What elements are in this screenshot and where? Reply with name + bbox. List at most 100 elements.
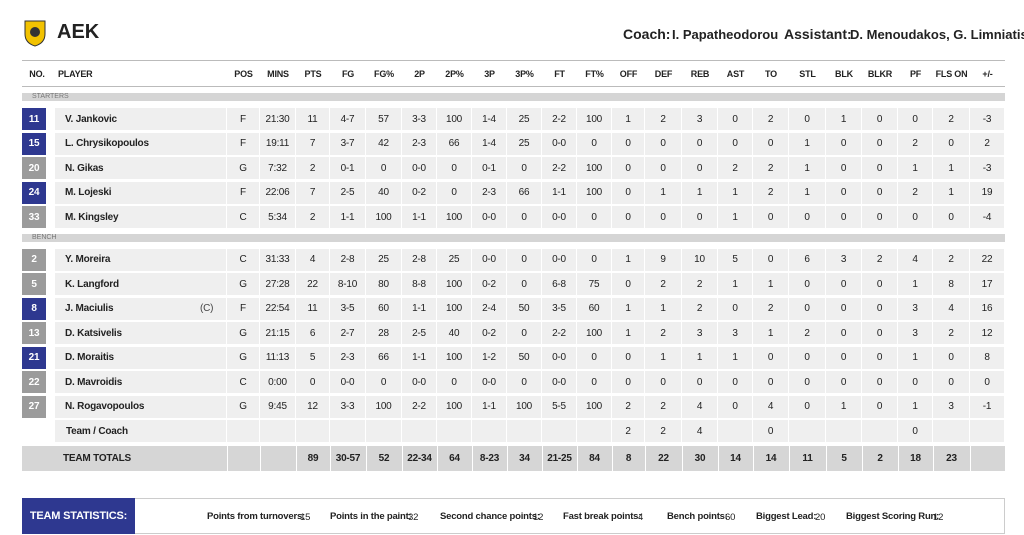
column-header: PF xyxy=(909,69,922,79)
stat-cell: 0 xyxy=(645,371,681,393)
stat-cell: 0 xyxy=(898,371,932,393)
stat-cell: 8-10 xyxy=(330,273,365,295)
stat-cell: 100 xyxy=(366,395,401,418)
stat-cell: 0 xyxy=(898,420,932,442)
totals-sep xyxy=(718,446,719,471)
stat-cell: 0 xyxy=(507,371,541,393)
stat-cell xyxy=(507,420,541,442)
stat-cell: 2 xyxy=(933,322,969,344)
stat-cell: 0 xyxy=(826,322,861,344)
totals-sep xyxy=(330,446,331,471)
totals-cell: 34 xyxy=(519,453,530,464)
stat-cell: 0-2 xyxy=(402,181,436,204)
stat-cell: 3-3 xyxy=(330,395,365,418)
stat-cell: 2 xyxy=(753,157,788,179)
stat-cell: 12 xyxy=(296,395,329,418)
stat-cell: 6 xyxy=(296,322,329,344)
stat-cell: 3-5 xyxy=(542,297,576,320)
stat-cell: 25 xyxy=(437,248,471,271)
number-badge: 33 xyxy=(22,206,46,228)
stat-cell: 2 xyxy=(753,297,788,320)
stat-cell: 0 xyxy=(789,395,825,418)
stat-cell xyxy=(296,420,329,442)
stat-cell: 0-1 xyxy=(330,157,365,179)
stat-cell: 22 xyxy=(296,273,329,295)
stat-cell: 0 xyxy=(645,132,681,155)
stat-cell: 0 xyxy=(862,132,897,155)
player-cell xyxy=(55,322,226,344)
column-header: FT% xyxy=(585,69,604,79)
stat-cell: 0 xyxy=(862,273,897,295)
stat-cell: 100 xyxy=(507,395,541,418)
team-stat-value: 12 xyxy=(933,511,944,523)
stat-cell: 1-1 xyxy=(402,206,436,228)
stat-cell: 80 xyxy=(366,273,401,295)
totals-sep xyxy=(826,446,827,471)
totals-cell: 30-57 xyxy=(335,453,361,464)
stat-cell: 3 xyxy=(933,395,969,418)
player-name: K. Langford xyxy=(65,278,119,290)
stat-cell: 0 xyxy=(577,132,611,155)
stat-cell: 0 xyxy=(753,371,788,393)
stat-cell: 100 xyxy=(577,157,611,179)
stat-cell: 4 xyxy=(898,248,932,271)
stat-cell: 0 xyxy=(437,157,471,179)
stat-cell: 0-0 xyxy=(402,157,436,179)
stat-cell: 0 xyxy=(437,181,471,204)
stat-cell: 0 xyxy=(645,157,681,179)
stat-cell: 8-8 xyxy=(402,273,436,295)
totals-cell: 8 xyxy=(625,453,632,464)
stat-cell: 100 xyxy=(437,346,471,369)
totals-sep xyxy=(366,446,367,471)
stat-cell: 1 xyxy=(682,181,717,204)
stat-cell: 7:32 xyxy=(260,157,295,179)
player-name: L. Chrysikopoulos xyxy=(65,138,149,149)
column-header: FG% xyxy=(374,69,394,79)
stat-cell: 1 xyxy=(612,248,644,271)
stat-cell: 1 xyxy=(645,346,681,369)
stat-cell: 0 xyxy=(718,108,752,130)
stat-cell: 0 xyxy=(862,181,897,204)
stat-cell: 2 xyxy=(645,420,681,442)
totals-cell: 22-34 xyxy=(407,453,432,464)
stat-cell xyxy=(970,420,1004,442)
stat-cell: 3 xyxy=(898,322,932,344)
totals-sep xyxy=(970,446,971,471)
stat-cell: 0 xyxy=(862,157,897,179)
stat-cell: 0 xyxy=(507,248,541,271)
stat-cell: 3-5 xyxy=(330,297,365,320)
stat-cell: 0 xyxy=(789,206,825,228)
stat-cell: 7 xyxy=(296,181,329,204)
stat-cell: 25 xyxy=(366,248,401,271)
stat-cell xyxy=(542,420,576,442)
stat-cell: 0-1 xyxy=(472,157,506,179)
stat-cell: 17 xyxy=(970,273,1004,295)
stat-cell: 1 xyxy=(645,181,681,204)
team-stat-label: Biggest Scoring Run: xyxy=(846,510,940,522)
player-cell xyxy=(55,206,226,228)
stat-cell: 21:30 xyxy=(260,108,295,130)
section-label: BENCH xyxy=(32,233,57,241)
player-name: Team / Coach xyxy=(66,425,128,437)
totals-cell: 14 xyxy=(765,453,777,464)
stat-cell: 22:06 xyxy=(260,181,295,204)
stat-cell: 16 xyxy=(970,297,1004,320)
totals-sep xyxy=(933,446,934,471)
totals-cell: 18 xyxy=(910,453,921,464)
stat-cell: 0 xyxy=(507,273,541,295)
stat-cell: 4 xyxy=(933,297,969,320)
totals-cell: 22 xyxy=(658,453,669,464)
stat-cell xyxy=(472,420,506,442)
team-stat-value: 15 xyxy=(300,511,311,523)
stat-cell xyxy=(718,420,752,442)
stat-cell xyxy=(437,420,471,442)
stat-cell: 1 xyxy=(933,157,969,179)
section-label: STARTERS xyxy=(32,93,69,100)
stat-cell: 2 xyxy=(753,181,788,204)
team-stat-label: Biggest Lead: xyxy=(756,510,817,522)
stat-cell: 1-1 xyxy=(542,181,576,204)
stat-cell: 0 xyxy=(612,273,644,295)
totals-cell: 2 xyxy=(877,453,883,464)
stat-cell: 1-1 xyxy=(402,346,436,369)
stat-cell: 11 xyxy=(296,108,329,130)
